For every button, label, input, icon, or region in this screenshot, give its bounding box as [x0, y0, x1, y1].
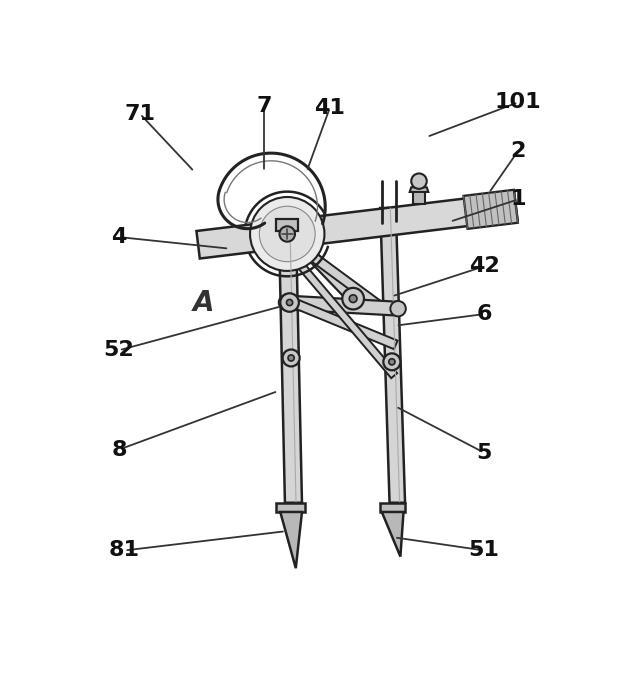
Polygon shape — [380, 208, 405, 503]
Circle shape — [383, 353, 401, 370]
Polygon shape — [380, 503, 405, 512]
Polygon shape — [464, 190, 518, 229]
Text: 2: 2 — [510, 141, 526, 161]
Circle shape — [349, 295, 357, 303]
Text: 6: 6 — [476, 304, 492, 324]
Circle shape — [389, 359, 395, 365]
Circle shape — [250, 197, 324, 271]
Polygon shape — [413, 189, 425, 204]
Polygon shape — [382, 512, 404, 557]
Polygon shape — [281, 294, 397, 349]
Circle shape — [411, 174, 427, 189]
Polygon shape — [410, 187, 428, 192]
Text: 1: 1 — [510, 189, 526, 209]
Polygon shape — [286, 295, 398, 316]
Polygon shape — [285, 247, 397, 378]
Text: 5: 5 — [476, 443, 492, 462]
Polygon shape — [287, 230, 357, 302]
Polygon shape — [276, 219, 298, 231]
Text: 71: 71 — [125, 104, 155, 124]
Polygon shape — [276, 503, 305, 512]
Text: 4: 4 — [112, 227, 127, 247]
Polygon shape — [279, 219, 302, 503]
Circle shape — [283, 349, 300, 366]
Polygon shape — [197, 192, 517, 258]
Circle shape — [280, 226, 295, 242]
Text: 101: 101 — [495, 92, 542, 112]
Circle shape — [343, 288, 364, 310]
Circle shape — [286, 299, 293, 306]
Text: 7: 7 — [256, 96, 271, 116]
Circle shape — [288, 355, 295, 361]
Text: A: A — [193, 289, 214, 316]
Circle shape — [280, 293, 299, 312]
Polygon shape — [285, 234, 383, 310]
Text: 8: 8 — [111, 439, 127, 460]
Text: 52: 52 — [104, 341, 134, 360]
Text: 51: 51 — [469, 540, 500, 561]
Circle shape — [260, 206, 315, 262]
Text: 42: 42 — [469, 256, 499, 277]
Text: 81: 81 — [109, 540, 140, 561]
Polygon shape — [280, 512, 302, 568]
Circle shape — [279, 295, 295, 310]
Circle shape — [391, 301, 406, 316]
Text: 41: 41 — [314, 98, 345, 118]
